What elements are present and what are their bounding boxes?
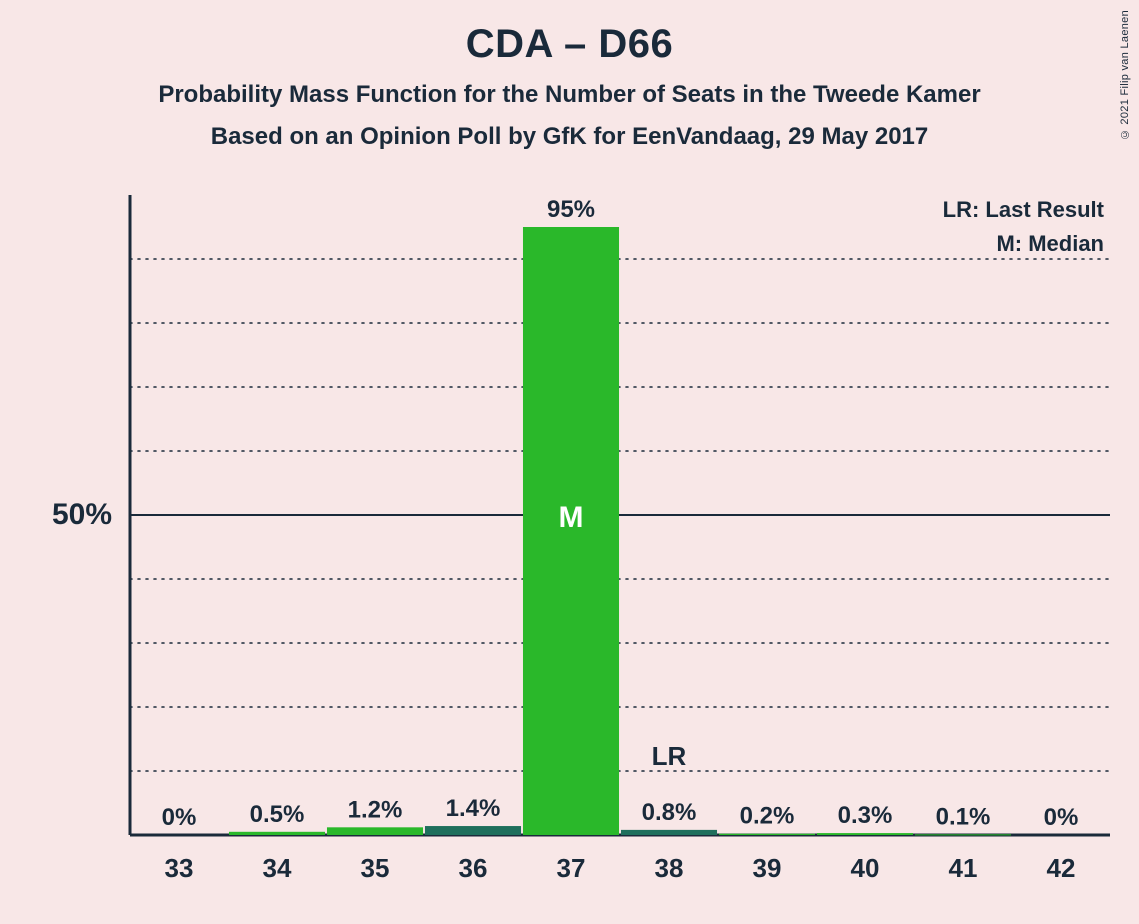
svg-text:34: 34	[263, 853, 292, 883]
svg-text:95%: 95%	[547, 196, 595, 223]
svg-text:M: M	[559, 501, 584, 534]
svg-text:36: 36	[459, 853, 488, 883]
svg-text:0%: 0%	[1044, 804, 1079, 831]
svg-text:0.8%: 0.8%	[642, 799, 697, 826]
chart-container: 50% 0% 33 0.5% 34 1.2% 35 1.4% 36 95% 37 0.8% 38 0.2%…	[40, 185, 1110, 905]
svg-text:0.2%: 0.2%	[740, 803, 795, 830]
svg-text:0.3%: 0.3%	[838, 802, 893, 829]
svg-text:0%: 0%	[162, 804, 197, 831]
svg-text:50%: 50%	[52, 498, 112, 531]
svg-text:37: 37	[557, 853, 586, 883]
chart-subtitle-1: Probability Mass Function for the Number…	[0, 81, 1139, 109]
pmf-bar-chart: 50% 0% 33 0.5% 34 1.2% 35 1.4% 36 95% 37 0.8% 38 0.2%…	[40, 185, 1110, 905]
svg-text:33: 33	[165, 853, 194, 883]
svg-text:0.1%: 0.1%	[936, 803, 991, 830]
svg-text:1.2%: 1.2%	[348, 796, 403, 823]
svg-text:0.5%: 0.5%	[250, 801, 305, 828]
svg-text:35: 35	[361, 853, 390, 883]
svg-text:LR: Last Result: LR: Last Result	[943, 197, 1105, 222]
copyright-text: © 2021 Filip van Laenen	[1119, 10, 1131, 140]
chart-subtitle-2: Based on an Opinion Poll by GfK for EenV…	[0, 123, 1139, 151]
svg-text:LR: LR	[652, 741, 687, 771]
svg-text:38: 38	[655, 853, 684, 883]
svg-text:41: 41	[949, 853, 978, 883]
svg-text:1.4%: 1.4%	[446, 795, 501, 822]
svg-text:39: 39	[753, 853, 782, 883]
svg-text:40: 40	[851, 853, 880, 883]
svg-text:42: 42	[1047, 853, 1076, 883]
svg-text:M: Median: M: Median	[996, 231, 1104, 256]
chart-title: CDA – D66	[0, 22, 1139, 67]
